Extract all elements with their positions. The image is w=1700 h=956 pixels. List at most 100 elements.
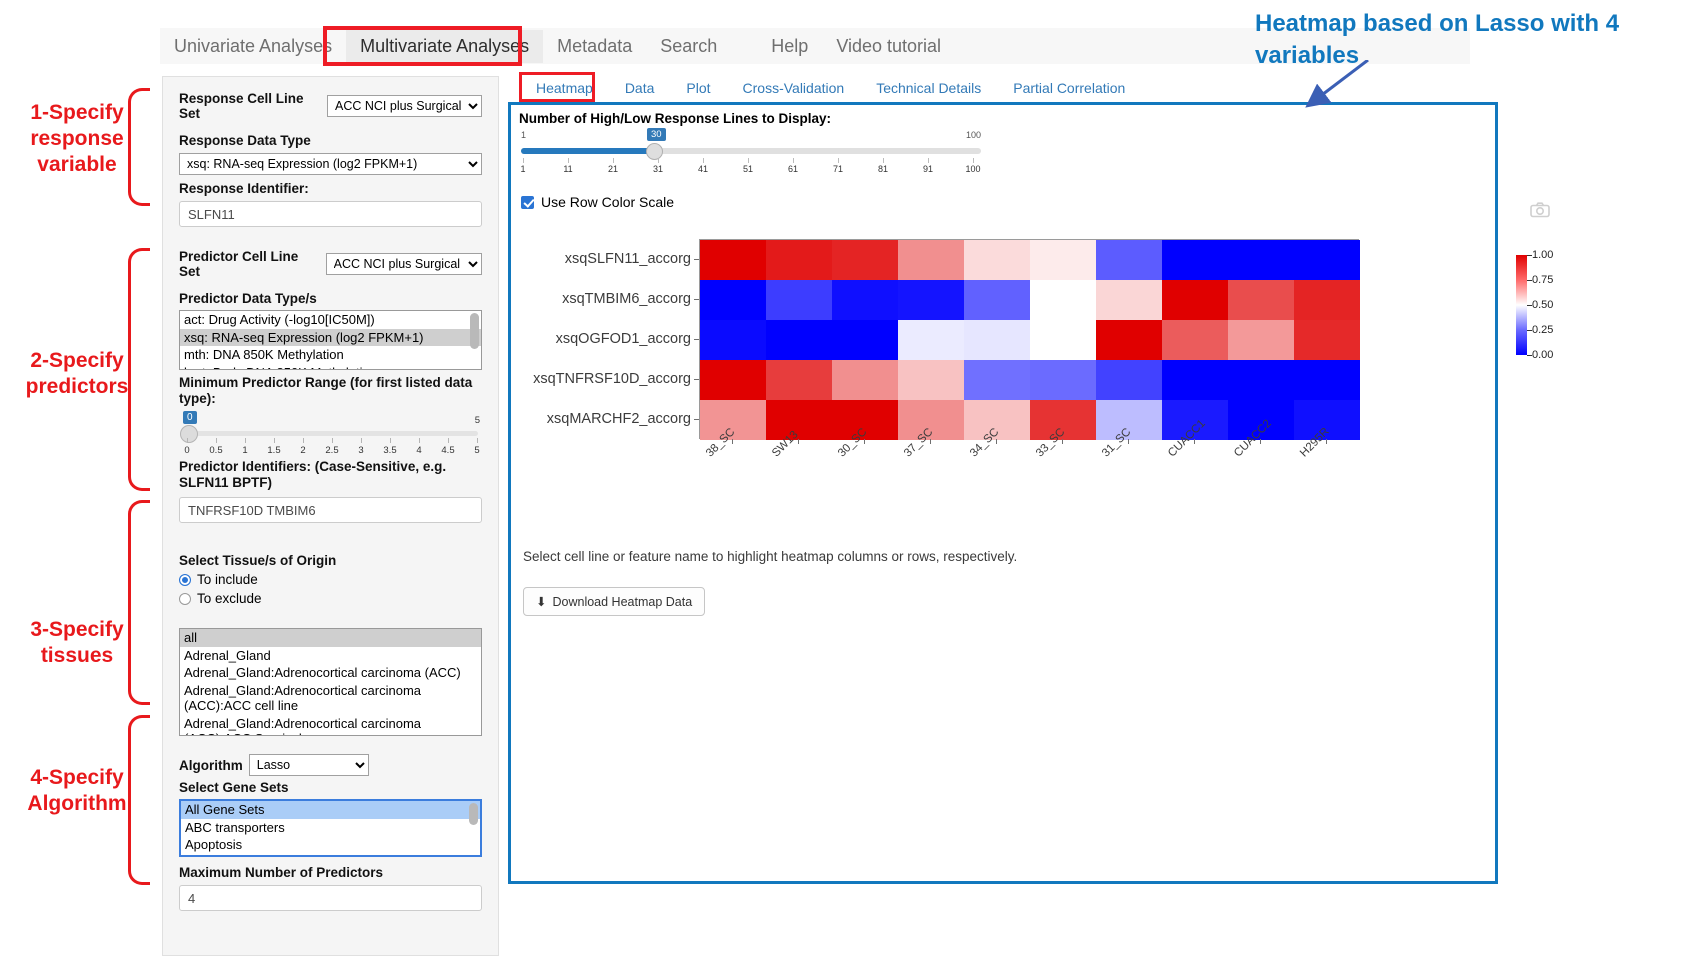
tab-data[interactable]: Data bbox=[624, 80, 655, 96]
heatmap-cell[interactable] bbox=[766, 360, 832, 400]
heatmap-cell[interactable] bbox=[766, 280, 832, 320]
heatmap-cell[interactable] bbox=[1162, 240, 1228, 280]
predictor-data-types-listbox[interactable]: act: Drug Activity (-log10[IC50M]) xsq: … bbox=[179, 310, 482, 370]
gene-sets-scrollbar[interactable] bbox=[469, 803, 478, 825]
nav-metadata[interactable]: Metadata bbox=[557, 35, 633, 56]
heatmap-cell[interactable] bbox=[1096, 240, 1162, 280]
predictor-data-type-item[interactable]: mth: DNA 850K Methylation bbox=[184, 347, 344, 362]
heatmap-row-label[interactable]: xsqMARCHF2_accorg bbox=[546, 411, 691, 427]
tissue-option[interactable]: all bbox=[180, 629, 481, 647]
heatmap-cell[interactable] bbox=[700, 400, 766, 440]
heatmap-cell[interactable] bbox=[1294, 320, 1360, 360]
heatmap-cell[interactable] bbox=[1294, 360, 1360, 400]
tab-heatmap[interactable]: Heatmap bbox=[536, 80, 593, 96]
heatmap-cell[interactable] bbox=[1096, 360, 1162, 400]
heatmap-row-label[interactable]: xsqTMBIM6_accorg bbox=[562, 291, 691, 307]
heatmap-cell[interactable] bbox=[1162, 280, 1228, 320]
tissue-exclude-row[interactable]: To exclude bbox=[179, 591, 482, 606]
heatmap-cell[interactable] bbox=[832, 400, 898, 440]
heatmap-cell[interactable] bbox=[1030, 400, 1096, 440]
heatmap-cell[interactable] bbox=[700, 320, 766, 360]
heatmap-cell[interactable] bbox=[766, 240, 832, 280]
download-heatmap-data-button[interactable]: ⬇ Download Heatmap Data bbox=[523, 587, 706, 616]
heatmap-cell[interactable] bbox=[1030, 320, 1096, 360]
heatmap-cell[interactable] bbox=[832, 240, 898, 280]
predictor-data-type-item[interactable]: act: Drug Activity (-log10[IC50M]) bbox=[184, 312, 375, 327]
gene-set-option[interactable]: All Gene Sets bbox=[181, 801, 480, 819]
nav-univariate-analyses[interactable]: Univariate Analyses bbox=[174, 35, 333, 56]
heatmap-cell[interactable] bbox=[898, 360, 964, 400]
heatmap-cell[interactable] bbox=[1228, 280, 1294, 320]
heatmap-cell[interactable] bbox=[1294, 400, 1360, 440]
heatmap-cell[interactable] bbox=[700, 240, 766, 280]
response-cell-line-set-select[interactable]: ACC NCI plus Surgical bbox=[327, 95, 482, 117]
heatmap-row-label[interactable]: xsqOGFOD1_accorg bbox=[555, 331, 691, 347]
tissue-listbox[interactable]: all Adrenal_Gland Adrenal_Gland:Adrenoco… bbox=[179, 628, 482, 736]
nav-search[interactable]: Search bbox=[660, 35, 718, 56]
response-data-type-select[interactable]: xsq: RNA-seq Expression (log2 FPKM+1) bbox=[179, 153, 482, 175]
heatmap-cell[interactable] bbox=[1228, 360, 1294, 400]
heatmap-cell[interactable] bbox=[964, 320, 1030, 360]
tissue-option[interactable]: Adrenal_Gland bbox=[184, 647, 271, 663]
tab-technical-details[interactable]: Technical Details bbox=[876, 80, 982, 96]
tab-cross-validation[interactable]: Cross-Validation bbox=[742, 80, 845, 96]
heatmap-cell[interactable] bbox=[1228, 320, 1294, 360]
heatmap-cell[interactable] bbox=[1162, 320, 1228, 360]
heatmap-cell[interactable] bbox=[964, 280, 1030, 320]
gene-set-option[interactable]: Cell Surface bbox=[181, 854, 480, 856]
use-row-color-scale-row[interactable]: Use Row Color Scale bbox=[521, 194, 1495, 210]
heatmap-cell[interactable] bbox=[1096, 280, 1162, 320]
predictor-cell-line-set-select[interactable]: ACC NCI plus Surgical bbox=[325, 253, 482, 275]
slider-track[interactable] bbox=[185, 431, 478, 436]
camera-icon[interactable] bbox=[1530, 202, 1550, 223]
heatmap-cell[interactable] bbox=[898, 280, 964, 320]
heatmap-cell[interactable] bbox=[898, 240, 964, 280]
tissue-include-row[interactable]: To include bbox=[179, 572, 482, 587]
nav-multivariate-analyses[interactable]: Multivariate Analyses bbox=[346, 29, 544, 63]
slider-handle[interactable] bbox=[180, 425, 198, 443]
heatmap-row-label[interactable]: xsqTNFRSF10D_accorg bbox=[533, 371, 691, 387]
heatmap-cell[interactable] bbox=[766, 400, 832, 440]
heatmap-cell[interactable] bbox=[832, 360, 898, 400]
predictor-data-type-item[interactable]: xsq: RNA-seq Expression (log2 FPKM+1) bbox=[180, 328, 481, 346]
tissue-option[interactable]: Adrenal_Gland:Adrenocortical carcinoma (… bbox=[184, 682, 422, 714]
tissue-option[interactable]: Adrenal_Gland:Adrenocortical carcinoma (… bbox=[184, 665, 461, 680]
nav-help[interactable]: Help bbox=[771, 35, 809, 56]
heatmap-cell[interactable] bbox=[700, 360, 766, 400]
heatmap-cell[interactable] bbox=[1096, 320, 1162, 360]
algorithm-select[interactable]: Lasso bbox=[248, 754, 369, 776]
heatmap-cell[interactable] bbox=[766, 320, 832, 360]
slider-handle[interactable] bbox=[646, 143, 663, 160]
slider-track[interactable] bbox=[521, 148, 981, 154]
radio-exclude-icon[interactable] bbox=[179, 592, 191, 605]
heatmap-cell[interactable] bbox=[1030, 360, 1096, 400]
heatmap-cell[interactable] bbox=[898, 320, 964, 360]
tab-plot[interactable]: Plot bbox=[686, 80, 711, 96]
nav-video-tutorial[interactable]: Video tutorial bbox=[836, 35, 942, 56]
heatmap-cell[interactable] bbox=[1030, 240, 1096, 280]
max-predictors-input[interactable] bbox=[179, 885, 482, 911]
tab-partial-correlation[interactable]: Partial Correlation bbox=[1013, 80, 1126, 96]
heatmap-cell[interactable] bbox=[964, 360, 1030, 400]
gene-set-option[interactable]: ABC transporters bbox=[185, 819, 285, 835]
heatmap-cell[interactable] bbox=[898, 400, 964, 440]
heatmap-cell[interactable] bbox=[700, 280, 766, 320]
predictor-data-type-item[interactable]: bmt: Body DNA 850K Methylation bbox=[180, 364, 481, 370]
checkbox-checked-icon[interactable] bbox=[521, 195, 534, 209]
gene-set-option[interactable]: Apoptosis bbox=[185, 837, 243, 852]
tissue-option[interactable]: Adrenal_Gland:Adrenocortical carcinoma (… bbox=[184, 715, 422, 736]
heatmap-cell[interactable] bbox=[1228, 240, 1294, 280]
gene-sets-listbox[interactable]: All Gene Sets ABC transporters Apoptosis… bbox=[179, 799, 482, 857]
predictor-identifiers-input[interactable] bbox=[179, 497, 482, 523]
heatmap-row-label[interactable]: xsqSLFN11_accorg bbox=[564, 251, 691, 267]
heatmap-cell[interactable] bbox=[1096, 400, 1162, 440]
heatmap-cell[interactable] bbox=[964, 240, 1030, 280]
heatmap-cell[interactable] bbox=[832, 280, 898, 320]
heatmap-cell[interactable] bbox=[1030, 280, 1096, 320]
heatmap-cell[interactable] bbox=[1162, 360, 1228, 400]
radio-include-icon[interactable] bbox=[179, 573, 191, 586]
heatmap-cell[interactable] bbox=[1294, 280, 1360, 320]
min-predictor-range-slider[interactable]: 0 5 0 0.5 1 1.5 2 2.5 3 3.5 4 4.5 5 bbox=[179, 411, 482, 457]
heatmap-cell[interactable] bbox=[1294, 240, 1360, 280]
heatmap-cell[interactable] bbox=[832, 320, 898, 360]
